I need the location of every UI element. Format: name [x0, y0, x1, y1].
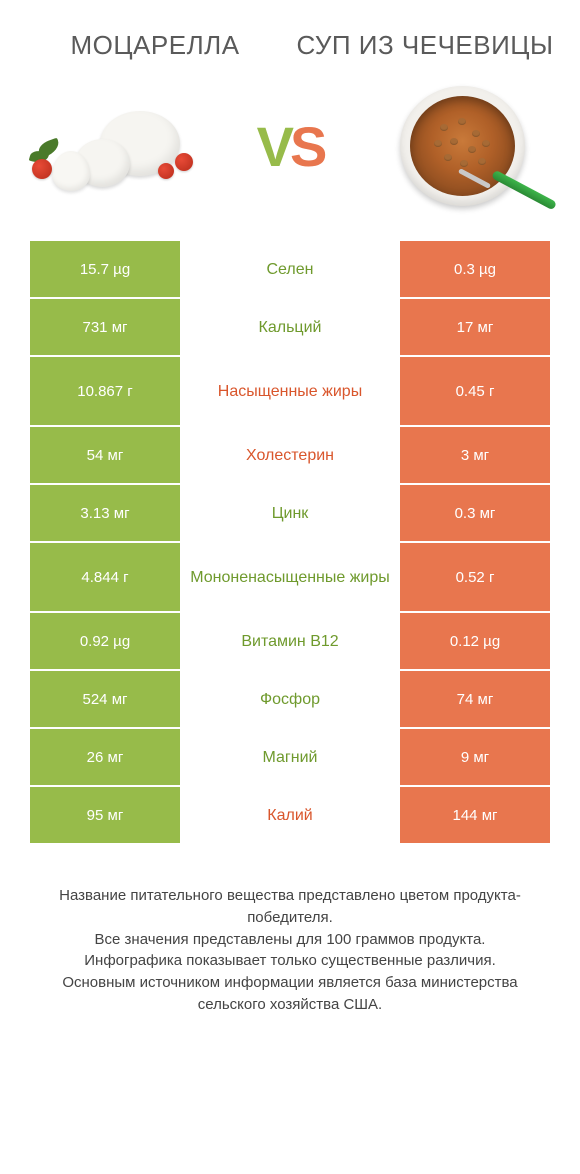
value-right: 74 мг [400, 671, 550, 727]
value-right: 0.3 µg [400, 241, 550, 297]
table-row: 95 мгКалий144 мг [30, 787, 550, 843]
title-right: Суп из чечевицы [290, 30, 560, 61]
value-right: 0.12 µg [400, 613, 550, 669]
comparison-table: 15.7 µgСелен0.3 µg731 мгКальций17 мг10.8… [0, 241, 580, 843]
value-left: 4.844 г [30, 543, 180, 611]
mozzarella-image [30, 81, 200, 211]
table-row: 0.92 µgВитамин B120.12 µg [30, 613, 550, 669]
footer-line: Основным источником информации является … [30, 972, 550, 1016]
nutrient-label: Калий [180, 787, 400, 843]
value-right: 17 мг [400, 299, 550, 355]
vs-s: S [290, 115, 323, 178]
vs-v: V [257, 115, 290, 178]
nutrient-label: Холестерин [180, 427, 400, 483]
soup-image [380, 81, 550, 211]
value-right: 0.52 г [400, 543, 550, 611]
nutrient-label: Мононенасыщенные жиры [180, 543, 400, 611]
footer-notes: Название питательного вещества представл… [0, 845, 580, 1016]
value-right: 9 мг [400, 729, 550, 785]
table-row: 524 мгФосфор74 мг [30, 671, 550, 727]
table-row: 15.7 µgСелен0.3 µg [30, 241, 550, 297]
value-right: 3 мг [400, 427, 550, 483]
nutrient-label: Кальций [180, 299, 400, 355]
nutrient-label: Насыщенные жиры [180, 357, 400, 425]
table-row: 731 мгКальций17 мг [30, 299, 550, 355]
vs-label: VS [257, 114, 324, 179]
table-row: 54 мгХолестерин3 мг [30, 427, 550, 483]
value-right: 144 мг [400, 787, 550, 843]
footer-line: Инфографика показывает только существенн… [30, 950, 550, 972]
table-row: 26 мгМагний9 мг [30, 729, 550, 785]
value-left: 26 мг [30, 729, 180, 785]
table-row: 10.867 гНасыщенные жиры0.45 г [30, 357, 550, 425]
value-left: 731 мг [30, 299, 180, 355]
value-left: 10.867 г [30, 357, 180, 425]
value-right: 0.45 г [400, 357, 550, 425]
value-left: 524 мг [30, 671, 180, 727]
value-left: 15.7 µg [30, 241, 180, 297]
value-left: 3.13 мг [30, 485, 180, 541]
footer-line: Название питательного вещества представл… [30, 885, 550, 929]
table-row: 3.13 мгЦинк0.3 мг [30, 485, 550, 541]
value-left: 95 мг [30, 787, 180, 843]
value-left: 54 мг [30, 427, 180, 483]
nutrient-label: Магний [180, 729, 400, 785]
header: Моцарелла Суп из чечевицы [0, 0, 580, 71]
nutrient-label: Цинк [180, 485, 400, 541]
images-row: VS [0, 71, 580, 241]
nutrient-label: Фосфор [180, 671, 400, 727]
nutrient-label: Витамин B12 [180, 613, 400, 669]
value-right: 0.3 мг [400, 485, 550, 541]
table-row: 4.844 гМононенасыщенные жиры0.52 г [30, 543, 550, 611]
nutrient-label: Селен [180, 241, 400, 297]
title-left: Моцарелла [20, 30, 290, 61]
value-left: 0.92 µg [30, 613, 180, 669]
footer-line: Все значения представлены для 100 граммо… [30, 929, 550, 951]
